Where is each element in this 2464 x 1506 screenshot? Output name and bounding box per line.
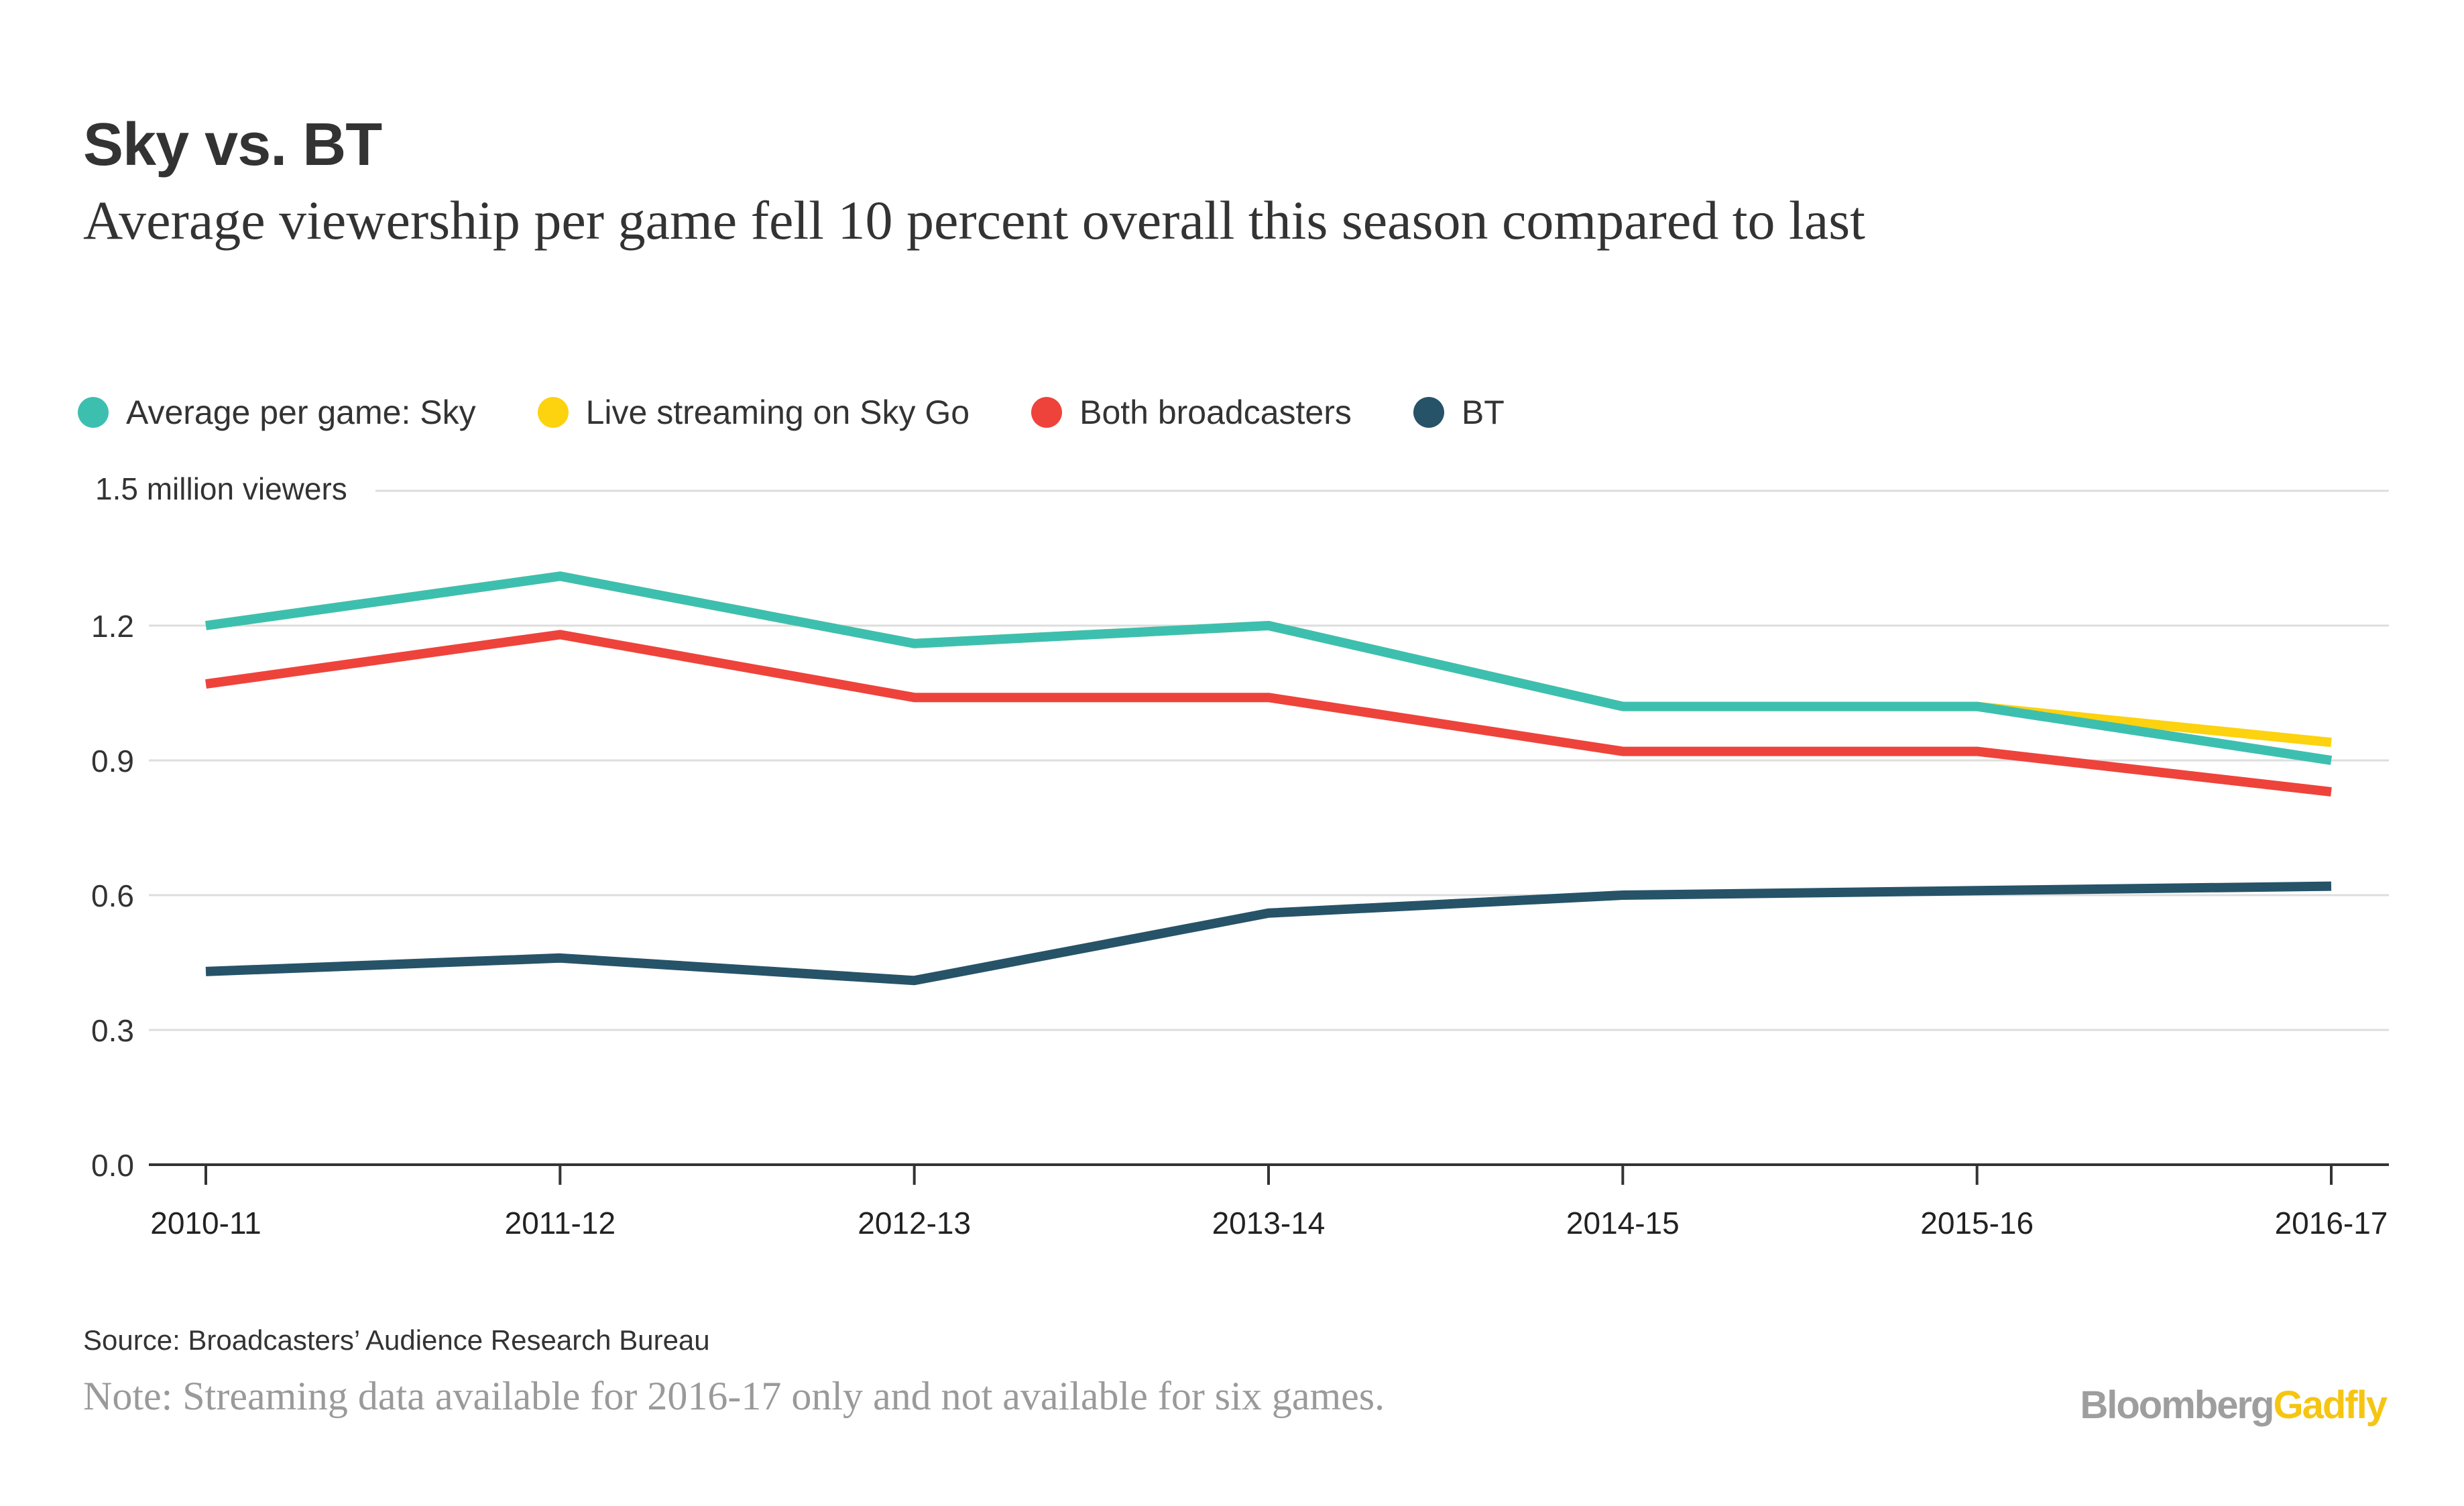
x-tick-label-2012-13: 2012-13 (858, 1206, 971, 1240)
legend-swatch-both-broadcasters (1031, 397, 1063, 428)
x-tick-label-2013-14: 2013-14 (1212, 1206, 1326, 1240)
legend-label-both-broadcasters: Both broadcasters (1079, 394, 1352, 431)
footnote: Note: Streaming data available for 2016-… (83, 1374, 1385, 1418)
series-line-average-per-game-sky (205, 571, 2333, 765)
brand-logo-bloomberg: Bloomberg (2080, 1383, 2274, 1427)
x-tick-label-2014-15: 2014-15 (1566, 1206, 1680, 1240)
legend-item-sky-go-streaming: Live streaming on Sky Go (537, 393, 970, 432)
y-tick-label-0-9: 0.9 (91, 744, 134, 778)
legend-label-sky-average: Average per game: Sky (126, 394, 476, 431)
series-line-bt (205, 881, 2332, 986)
x-axis (149, 1163, 2389, 1185)
series-line-both-broadcasters (205, 630, 2332, 797)
legend-label-sky-go-streaming: Live streaming on Sky Go (585, 394, 970, 431)
x-tick-label-2016-17: 2016-17 (2275, 1206, 2388, 1240)
x-axis-tick-labels: 2010-11 2011-12 2012-13 2013-14 2014-15 2015-… (150, 1206, 2388, 1240)
legend-swatch-sky-go-streaming (537, 397, 569, 428)
legend-item-bt: BT (1413, 393, 1505, 432)
legend-label-bt: BT (1461, 394, 1505, 431)
y-tick-label-0-6: 0.6 (91, 878, 134, 913)
x-tick-label-2011-12: 2011-12 (505, 1206, 615, 1240)
chart-legend: Average per game: Sky Live streaming on … (78, 389, 1566, 436)
legend-swatch-bt (1413, 397, 1444, 428)
series-line-live-streaming-on-sky-go (205, 571, 2332, 748)
y-tick-label-0-3: 0.3 (91, 1013, 134, 1048)
brand-logo-gadfly: Gadfly (2273, 1383, 2388, 1427)
legend-item-both-broadcasters: Both broadcasters (1031, 393, 1352, 432)
source-note: Source: Broadcasters’ Audience Research … (83, 1324, 710, 1356)
y-axis-tick-labels: 0.0 0.3 0.6 0.9 1.2 (91, 609, 134, 1183)
chart-title: Sky vs. BT (83, 111, 382, 178)
y-tick-label-1-2: 1.2 (91, 609, 134, 644)
brand-logo: BloombergGadfly (2080, 1383, 2388, 1428)
x-tick-label-2010-11: 2010-11 (150, 1206, 261, 1240)
x-tick-label-2015-16: 2015-16 (1920, 1206, 2034, 1240)
legend-swatch-sky-average (78, 397, 109, 428)
series-lines (205, 571, 2333, 986)
chart-subtitle: Average viewership per game fell 10 perc… (83, 190, 1865, 251)
y-tick-label-0-0: 0.0 (91, 1148, 134, 1183)
y-axis-unit-label: 1.5 million viewers (95, 471, 347, 506)
legend-item-sky-average: Average per game: Sky (78, 393, 476, 432)
